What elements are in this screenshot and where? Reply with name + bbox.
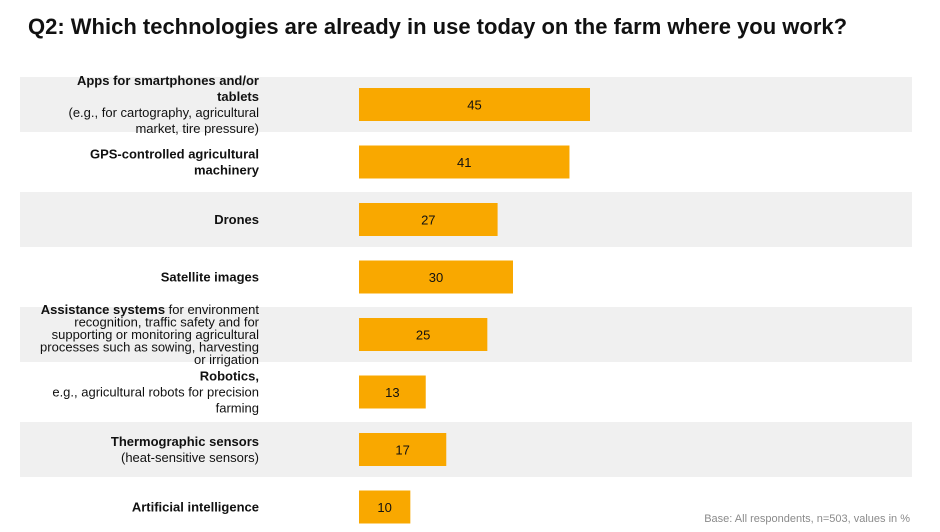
data-label: 13 <box>385 385 399 400</box>
bar <box>359 203 498 236</box>
category-label: Artificial intelligence <box>132 500 259 515</box>
data-label: 41 <box>457 155 471 170</box>
data-label: 27 <box>421 213 435 228</box>
bar <box>359 433 447 466</box>
category-label: Drones <box>214 212 259 227</box>
chart-footnote: Base: All respondents, n=503, values in … <box>704 513 910 525</box>
data-label: 10 <box>377 500 391 515</box>
bar <box>359 375 426 409</box>
bar <box>359 260 513 294</box>
bar <box>359 490 411 524</box>
category-label: Assistance systems for environment recogn… <box>40 302 260 367</box>
data-label: 45 <box>467 98 481 113</box>
category-label: GPS-controlled agricultural machinery <box>90 147 260 178</box>
data-label: 30 <box>429 270 443 285</box>
row-band <box>20 422 912 477</box>
bar <box>359 145 570 179</box>
category-label: Apps for smartphones and/or tablets (e.g.,… <box>68 73 259 136</box>
bar <box>359 318 488 351</box>
chart-title: Q2: Which technologies are already in us… <box>28 14 848 39</box>
category-label: Robotics, e.g., agricultural robots for p… <box>52 369 259 416</box>
category-label: Satellite images <box>161 270 259 285</box>
data-label: 17 <box>395 443 409 458</box>
bar <box>359 88 590 121</box>
data-label: 25 <box>416 328 430 343</box>
category-label: Thermographic sensors (heat-sensitive sen… <box>111 434 259 465</box>
